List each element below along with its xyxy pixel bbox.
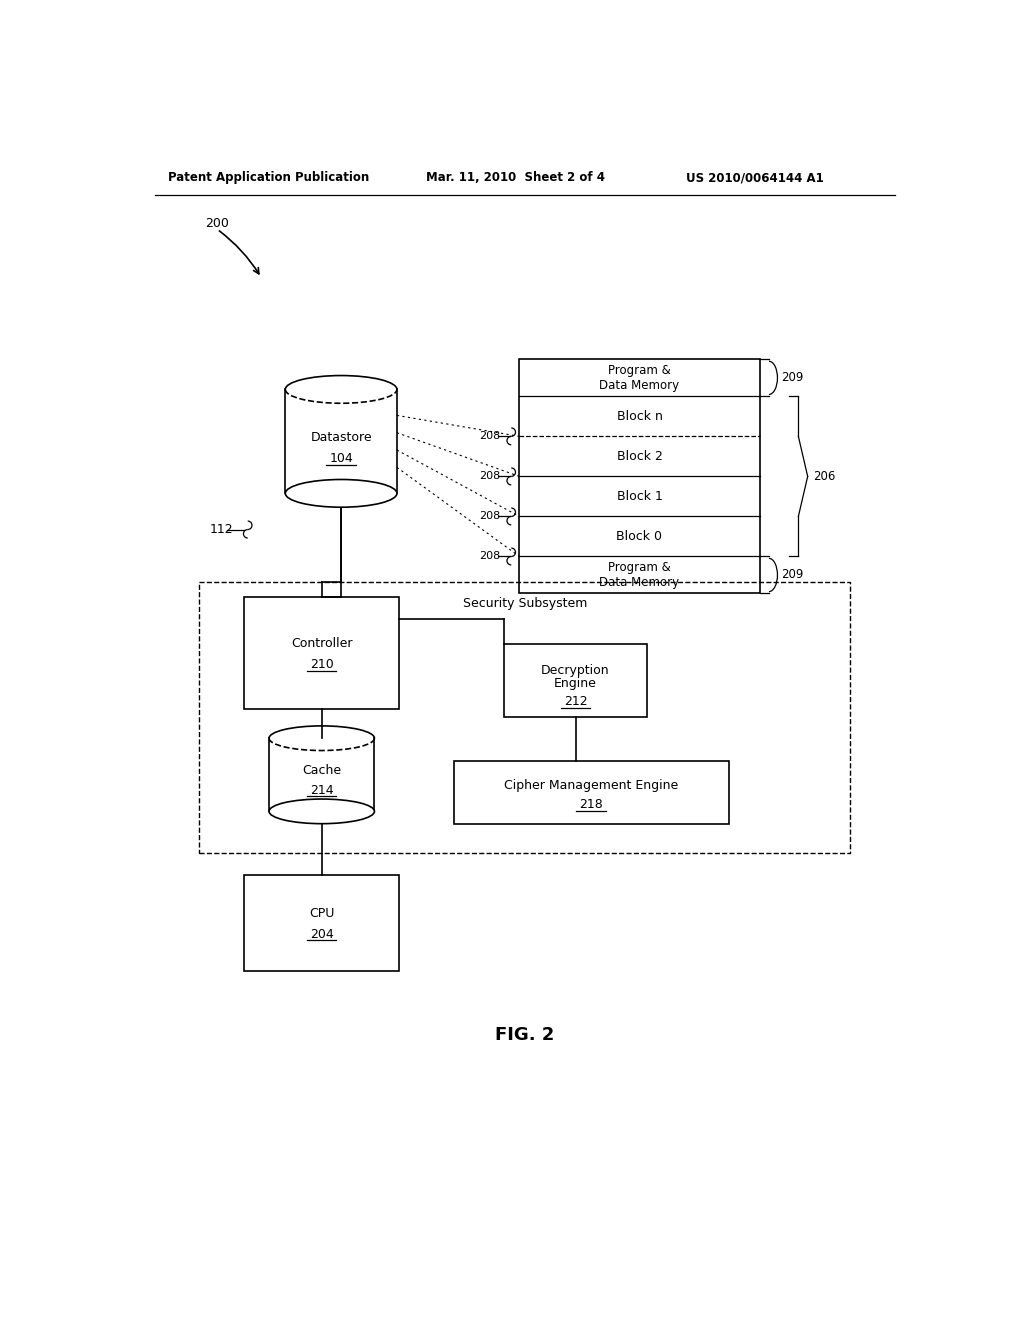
Text: Block 0: Block 0 [616, 529, 663, 543]
Text: 200: 200 [206, 218, 229, 231]
Text: Program &
Data Memory: Program & Data Memory [599, 364, 680, 392]
Text: Decryption: Decryption [542, 664, 610, 677]
Bar [200, 582, 850, 853]
Text: Cache: Cache [302, 764, 341, 777]
Text: Patent Application Publication: Patent Application Publication [168, 172, 370, 185]
Text: Datastore: Datastore [310, 432, 372, 444]
Text: Cipher Management Engine: Cipher Management Engine [504, 779, 678, 792]
Ellipse shape [286, 479, 397, 507]
Text: 210: 210 [310, 659, 334, 671]
Text: 218: 218 [580, 797, 603, 810]
Ellipse shape [269, 799, 375, 824]
Bar [245, 875, 399, 970]
Text: Block n: Block n [616, 409, 663, 422]
Text: 208: 208 [479, 432, 501, 441]
Text: Engine: Engine [554, 677, 597, 690]
Text: 209: 209 [781, 569, 804, 582]
Text: Controller: Controller [291, 638, 352, 651]
Text: Mar. 11, 2010  Sheet 2 of 4: Mar. 11, 2010 Sheet 2 of 4 [426, 172, 605, 185]
Text: Security Subsystem: Security Subsystem [463, 598, 587, 610]
Text: Block 2: Block 2 [616, 450, 663, 463]
Bar [454, 762, 729, 825]
Bar [269, 738, 375, 812]
Bar [286, 389, 397, 494]
Text: CPU: CPU [309, 907, 335, 920]
Text: 206: 206 [813, 470, 836, 483]
Bar [519, 359, 760, 594]
Text: Block 1: Block 1 [616, 490, 663, 503]
Bar [504, 644, 647, 717]
Text: 209: 209 [781, 371, 804, 384]
Text: Program &
Data Memory: Program & Data Memory [599, 561, 680, 589]
Text: US 2010/0064144 A1: US 2010/0064144 A1 [686, 172, 823, 185]
Text: 204: 204 [310, 928, 334, 941]
Text: 212: 212 [564, 696, 588, 708]
Text: 112: 112 [209, 523, 233, 536]
Text: 208: 208 [479, 511, 501, 521]
Text: 104: 104 [330, 451, 353, 465]
Text: 214: 214 [310, 784, 334, 797]
Text: FIG. 2: FIG. 2 [496, 1026, 554, 1044]
Text: 208: 208 [479, 471, 501, 482]
Text: 208: 208 [479, 552, 501, 561]
Bar [245, 597, 399, 709]
